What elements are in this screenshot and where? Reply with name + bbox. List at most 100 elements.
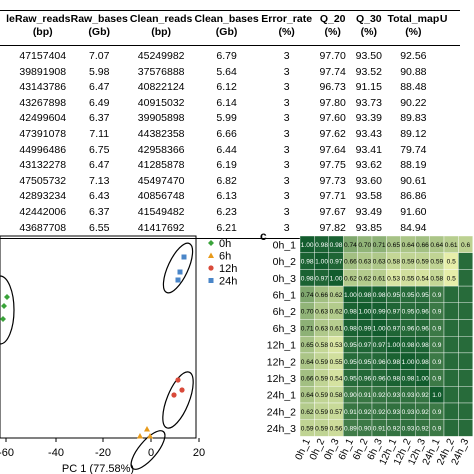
cell-value: 0.91 (358, 392, 371, 399)
column-header-0: le (0, 11, 15, 46)
cell-value: 0.71 (301, 325, 314, 332)
table-cell: 6.43 (88, 190, 110, 203)
cell-value: 0.56 (330, 426, 343, 433)
heatmap-cell (443, 369, 459, 387)
cell-value: 0.61 (373, 275, 386, 282)
heatmap-cell (458, 285, 473, 303)
table-cell: 6.55 (70, 220, 128, 240)
cell-value: 0.54 (416, 275, 429, 282)
column-header-title: Clean_bases (194, 13, 259, 25)
table-cell: 43132278 (19, 159, 67, 172)
cell-value: 1.00 (387, 342, 400, 349)
column-header-title: Raw_bases (70, 13, 128, 25)
table-body: 47157404 7.07 45249982 6.79 3 97.70 93.50 92.56… (0, 46, 460, 240)
cell-value: 0.9 (432, 325, 441, 332)
data-point (175, 277, 181, 283)
cell-value: 0.90 (344, 392, 357, 399)
table-cell: 97.67 (319, 205, 346, 218)
table-row: 39891908 5.98 37576888 5.64 3 97.74 93.52 90.88 (0, 65, 460, 81)
data-point (175, 377, 181, 383)
heatmap-cell (443, 402, 459, 420)
table-cell: 43267898 (19, 96, 67, 109)
table-cell: 97.71 (319, 190, 346, 203)
cell-value: 0.97 (315, 275, 328, 282)
cell-value: 0.95 (416, 292, 429, 299)
cell-value: 0.92 (416, 426, 429, 433)
table-cell: 97.73 (319, 174, 346, 187)
table-cell: 40915032 (137, 96, 185, 109)
table-cell: 42499604 (19, 112, 67, 125)
table-cell: 7.07 (88, 50, 110, 62)
row-label: 24h_3 (267, 423, 296, 435)
table-cell: 47391078 (19, 127, 67, 140)
cell-value: 0.97 (387, 325, 400, 332)
cell-value: 1.00 (315, 259, 328, 266)
cell-value: 0.62 (330, 292, 343, 299)
column-header-5: Error_rate (%) (259, 11, 315, 46)
table-cell: 6.14 (216, 96, 237, 109)
table-cell: 3 (283, 112, 290, 125)
table-cell: 97.82 (314, 220, 351, 240)
cell-value: 0.93 (402, 409, 415, 416)
table-cell-empty (440, 189, 460, 205)
cell-value: 0.64 (430, 242, 443, 249)
row-label: 6h_3 (273, 323, 297, 335)
table-cell: 92.56 (400, 50, 427, 62)
cell-value: 0.66 (416, 242, 429, 249)
cell-value: 0.61 (445, 242, 458, 249)
table-cell: 39905898 (137, 112, 185, 125)
table-cell: 43687708 (14, 220, 71, 240)
cell-value: 0.63 (358, 259, 371, 266)
table-cell: 6.47 (88, 81, 110, 94)
sample-cell: e (0, 205, 15, 221)
cell-value: 0.89 (344, 426, 357, 433)
cell-value: 0.96 (416, 325, 429, 332)
cell-value: 0.70 (358, 242, 371, 249)
cell-value: 0.96 (373, 359, 386, 366)
table-cell: 6.37 (88, 205, 110, 218)
confidence-ellipse (130, 430, 166, 470)
x-tick-label: -60 (0, 447, 14, 459)
cell-value: 1.00 (416, 375, 429, 382)
column-header-title: Total_map (387, 13, 440, 25)
data-point (208, 265, 214, 271)
data-point (177, 269, 183, 275)
table-cell: 91.15 (355, 81, 382, 94)
cell-value: 0.59 (315, 409, 328, 416)
cell-value: 0.92 (373, 409, 386, 416)
cell-value: 0.62 (301, 409, 314, 416)
column-header-4: Clean_bases (Gb) (194, 11, 258, 46)
table-cell: 47157404 (19, 50, 67, 62)
cell-value: 0.53 (387, 275, 400, 282)
table-cell: 42442006 (19, 205, 67, 218)
table-cell: 90.22 (400, 96, 427, 109)
sample-cell: l (0, 158, 15, 174)
table-cell: 42958366 (137, 143, 185, 156)
data-point (181, 254, 187, 260)
cell-value: 0.96 (358, 375, 371, 382)
row-label: 12h_3 (267, 373, 296, 385)
heatmap-cell (458, 369, 473, 387)
cell-value: 0.64 (301, 359, 314, 366)
heatmap-cell (458, 386, 473, 404)
cell-value: 0.98 (416, 359, 429, 366)
cell-value: 0.66 (315, 292, 328, 299)
column-header-unit: (bp) (32, 26, 53, 38)
cell-value: 0.91 (344, 409, 357, 416)
cell-value: 0.70 (301, 309, 314, 316)
table-cell: 6.21 (194, 220, 259, 240)
row-label: 12h_2 (267, 356, 296, 368)
cell-value: 1.00 (358, 309, 371, 316)
column-header-unit: (%) (405, 26, 422, 38)
row-label: 0h_2 (273, 256, 297, 268)
table-cell: 40856748 (137, 190, 185, 203)
cell-value: 0.99 (373, 309, 386, 316)
cell-value: 0.93 (402, 392, 415, 399)
table-cell: 79.74 (400, 143, 427, 156)
table-cell: 97.60 (319, 112, 346, 125)
cell-value: 0.6 (461, 242, 470, 249)
cell-value: 0.65 (301, 342, 314, 349)
heatmap-cell (443, 352, 459, 370)
table-cell: 97.70 (319, 50, 346, 62)
table-row: 42499604 6.37 39905898 5.99 3 97.60 93.39 89.83 (0, 111, 460, 127)
